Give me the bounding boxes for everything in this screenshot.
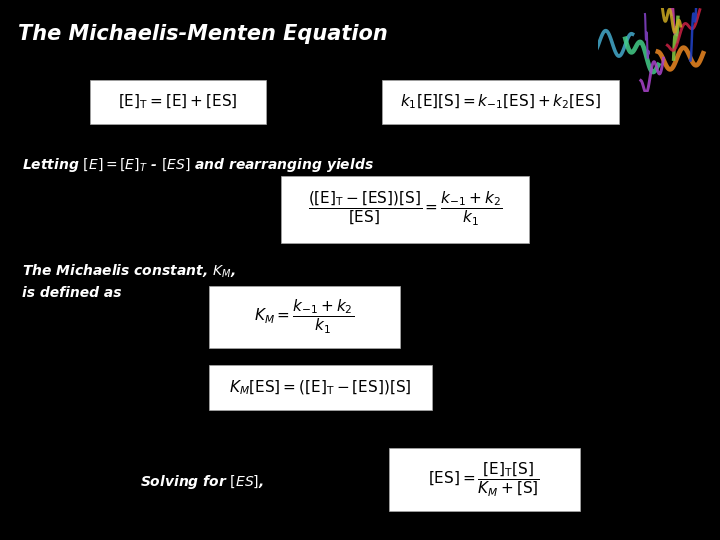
Text: $K_M = \dfrac{k_{-1} + k_2}{k_1}$: $K_M = \dfrac{k_{-1} + k_2}{k_1}$ xyxy=(254,298,354,336)
Text: $\dfrac{([\mathrm{E}]_\mathrm{T} - [\mathrm{ES}])[\mathrm{S}]}{[\mathrm{ES}]} = : $\dfrac{([\mathrm{E}]_\mathrm{T} - [\mat… xyxy=(307,190,503,228)
FancyBboxPatch shape xyxy=(90,80,266,124)
Text: $K_M[\mathrm{ES}] = ([\mathrm{E}]_\mathrm{T} - [\mathrm{ES}])[\mathrm{S}]$: $K_M[\mathrm{ES}] = ([\mathrm{E}]_\mathr… xyxy=(229,378,412,397)
Text: The Michaelis constant, $K_M$,: The Michaelis constant, $K_M$, xyxy=(22,263,235,280)
FancyBboxPatch shape xyxy=(209,286,400,348)
Text: $k_1[\mathrm{E}][\mathrm{S}] = k_{-1}[\mathrm{ES}] + k_2[\mathrm{ES}]$: $k_1[\mathrm{E}][\mathrm{S}] = k_{-1}[\m… xyxy=(400,93,601,111)
Text: $[\mathrm{ES}] = \dfrac{[\mathrm{E}]_\mathrm{T}[\mathrm{S}]}{K_M + [\mathrm{S}]}: $[\mathrm{ES}] = \dfrac{[\mathrm{E}]_\ma… xyxy=(428,461,540,498)
Text: Solving for $[ES]$,: Solving for $[ES]$, xyxy=(140,472,264,491)
FancyBboxPatch shape xyxy=(389,448,580,511)
FancyBboxPatch shape xyxy=(281,176,529,243)
FancyBboxPatch shape xyxy=(382,80,619,124)
Text: Letting $[E] = [E]_T$ - $[ES]$ and rearranging yields: Letting $[E] = [E]_T$ - $[ES]$ and rearr… xyxy=(22,156,374,174)
Text: is defined as: is defined as xyxy=(22,286,121,300)
FancyBboxPatch shape xyxy=(209,364,432,410)
Text: The Michaelis-Menten Equation: The Michaelis-Menten Equation xyxy=(18,24,388,44)
Text: $[\mathrm{E}]_\mathrm{T} = [\mathrm{E}] + [\mathrm{ES}]$: $[\mathrm{E}]_\mathrm{T} = [\mathrm{E}] … xyxy=(118,93,238,111)
